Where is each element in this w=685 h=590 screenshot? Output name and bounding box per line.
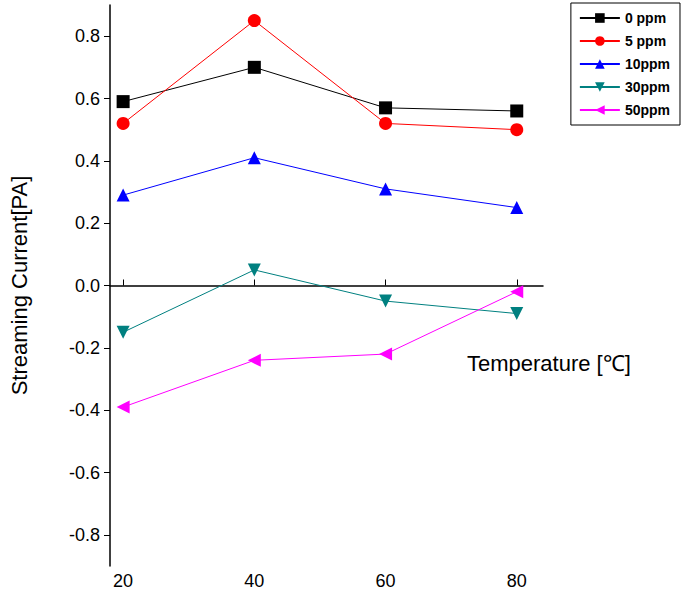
- svg-text:0.2: 0.2: [75, 213, 100, 233]
- svg-text:-0.6: -0.6: [69, 463, 100, 483]
- svg-text:30ppm: 30ppm: [625, 79, 670, 95]
- svg-text:Streaming Current[PA]: Streaming Current[PA]: [7, 176, 32, 396]
- svg-text:0.6: 0.6: [75, 89, 100, 109]
- svg-text:50ppm: 50ppm: [625, 102, 670, 118]
- svg-text:80: 80: [507, 571, 527, 590]
- svg-text:5 ppm: 5 ppm: [625, 33, 666, 49]
- svg-text:0.0: 0.0: [75, 276, 100, 296]
- svg-text:-0.2: -0.2: [69, 338, 100, 358]
- svg-text:0 ppm: 0 ppm: [625, 10, 666, 26]
- svg-text:-0.4: -0.4: [69, 400, 100, 420]
- svg-text:0.8: 0.8: [75, 26, 100, 46]
- svg-text:0.4: 0.4: [75, 151, 100, 171]
- svg-text:-0.8: -0.8: [69, 525, 100, 545]
- svg-text:20: 20: [113, 571, 133, 590]
- svg-text:40: 40: [244, 571, 264, 590]
- svg-text:60: 60: [376, 571, 396, 590]
- svg-text:10ppm: 10ppm: [625, 56, 670, 72]
- svg-text:Temperature [℃]: Temperature [℃]: [467, 351, 631, 376]
